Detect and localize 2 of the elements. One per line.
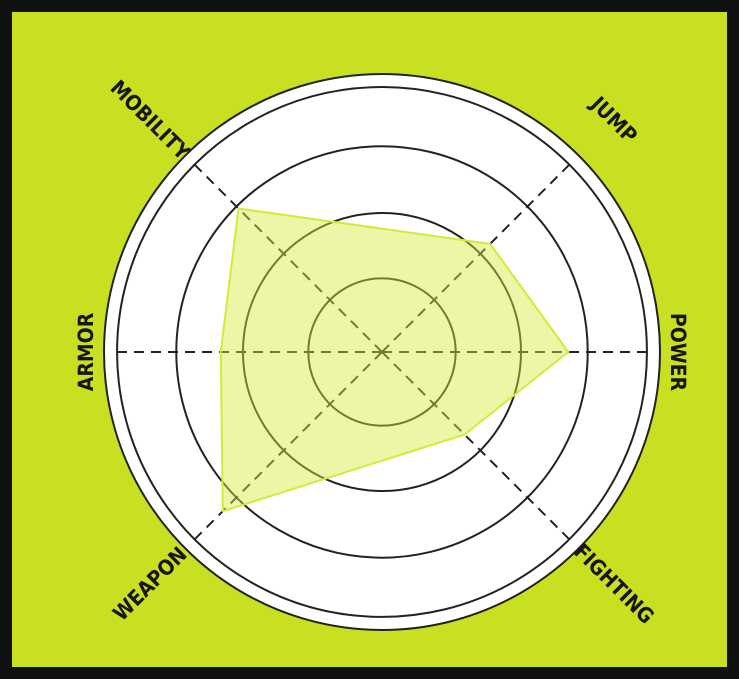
- spoke-label: POWER: [666, 312, 690, 392]
- spoke-label: ARMOR: [74, 312, 98, 392]
